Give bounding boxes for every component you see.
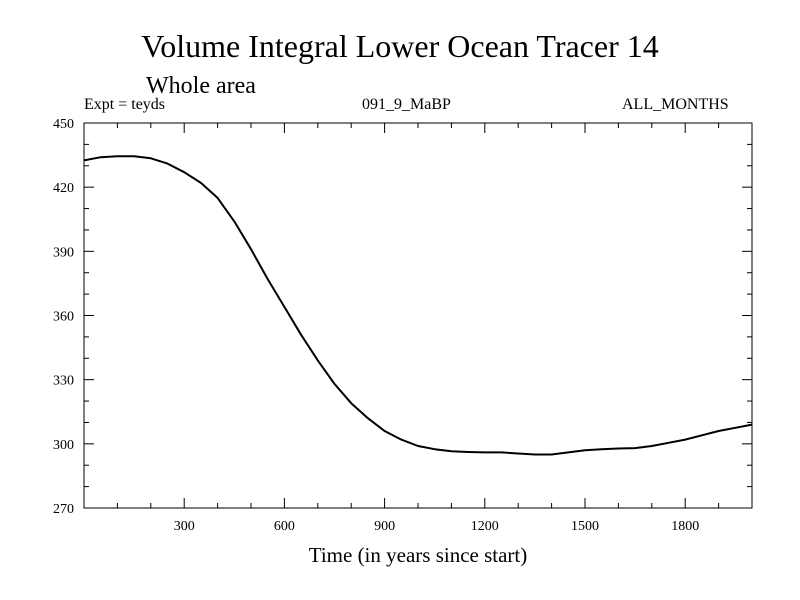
- series-line: [83, 155, 753, 456]
- series-group: [83, 155, 753, 456]
- ticks-group: 300 600 900 1200 1500 1800 270 300 330 360 390 420 4…: [53, 117, 752, 534]
- y-tick-label: 360: [53, 310, 74, 325]
- y-tick-label: 450: [53, 117, 74, 132]
- experiment-label: Expt = teyds: [84, 96, 166, 113]
- chart-title: Volume Integral Lower Ocean Tracer 14: [141, 28, 659, 64]
- plot-frame: [83, 122, 753, 509]
- y-tick-label: 420: [53, 181, 74, 196]
- x-tick-label: 1800: [671, 519, 699, 534]
- y-tick-label: 390: [53, 245, 74, 260]
- case-label: 091_9_MaBP: [362, 96, 451, 113]
- months-label: ALL_MONTHS: [622, 96, 729, 113]
- x-tick-label: 1200: [471, 519, 499, 534]
- y-tick-label: 330: [53, 374, 74, 389]
- chart-subtitle: Whole area: [146, 73, 256, 99]
- y-tick-label: 300: [53, 438, 74, 453]
- x-tick-label: 900: [374, 519, 395, 534]
- x-axis-label: Time (in years since start): [309, 543, 528, 567]
- x-tick-label: 300: [174, 519, 195, 534]
- y-tick-label: 270: [53, 502, 74, 517]
- x-tick-label: 1500: [571, 519, 599, 534]
- x-tick-label: 600: [274, 519, 295, 534]
